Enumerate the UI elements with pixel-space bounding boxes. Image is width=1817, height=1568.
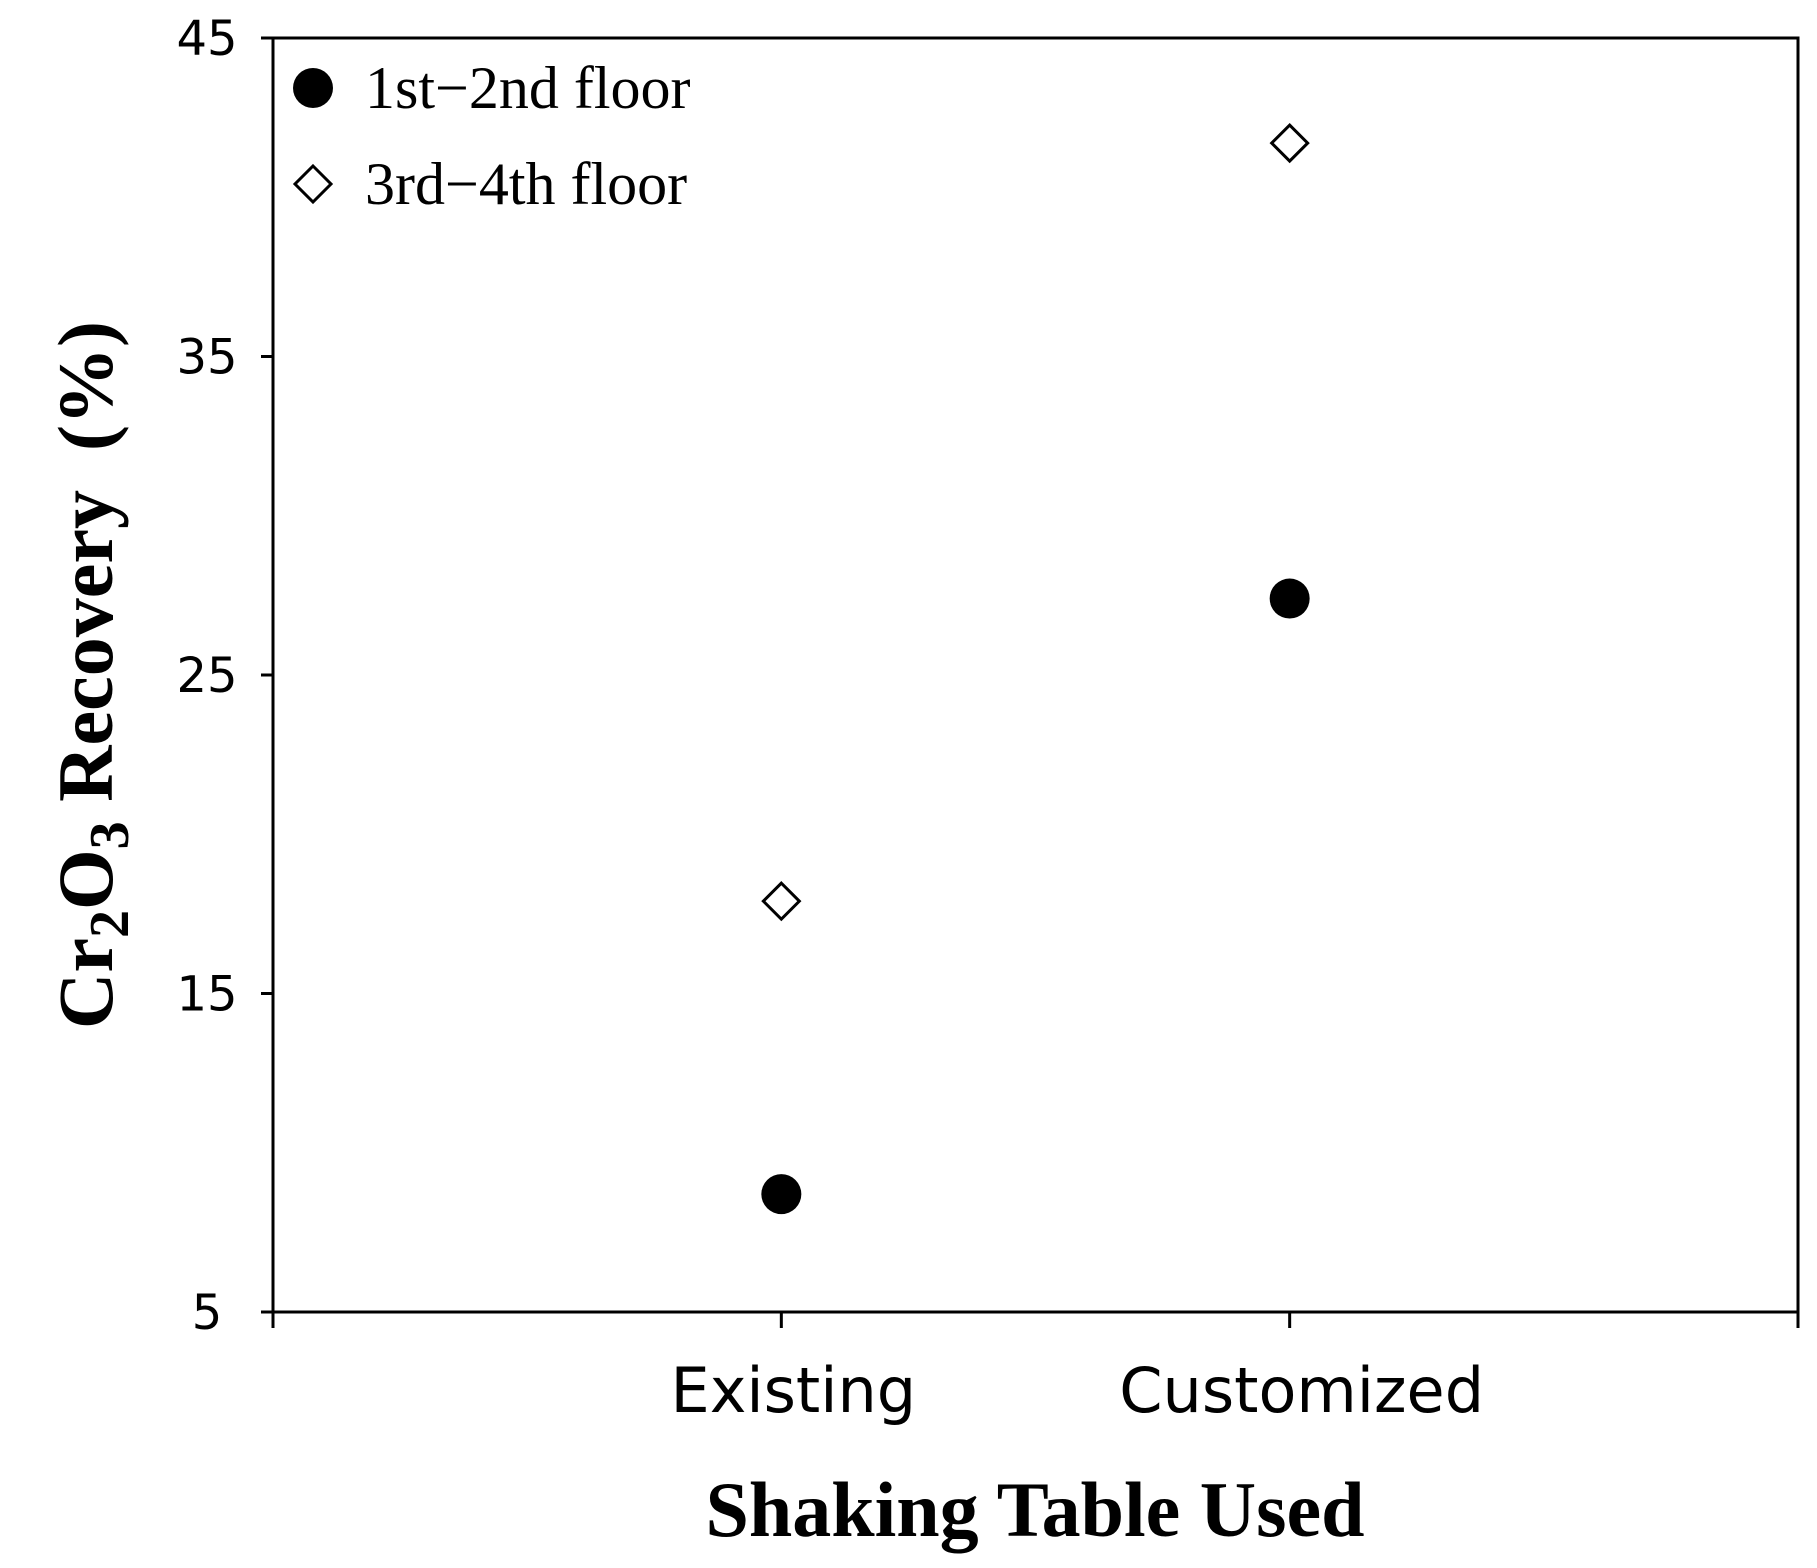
legend: 1st−2nd floor 3rd−4th floor (292, 55, 691, 217)
legend-label-series-2: 3rd−4th floor (365, 151, 687, 217)
y-axis-title-mid: O (42, 849, 129, 910)
y-tick-label: 15 (176, 967, 237, 1023)
y-tick-label: 25 (176, 648, 237, 704)
y-tick-label: 5 (192, 1285, 223, 1341)
plot-frame (271, 36, 1800, 1314)
x-axis-title: Shaking Table Used (705, 1466, 1364, 1553)
legend-marker-series-2 (292, 163, 334, 205)
y-axis-title: Cr2O3 Recovery (%) (42, 321, 141, 1029)
y-axis-ticks: 5 15 25 35 45 (176, 11, 273, 1341)
data-point-series-1 (761, 1174, 802, 1215)
data-points (761, 122, 1310, 1215)
data-point-series-2 (761, 881, 802, 922)
x-axis-ticks: Existing Customized (271, 1312, 1800, 1427)
y-axis-title-prefix: Cr (42, 938, 129, 1029)
y-tick-label: 45 (176, 11, 237, 67)
x-category-label: Existing (671, 1354, 917, 1427)
y-axis-title-subscript-2: 2 (79, 910, 141, 938)
data-point-series-2 (1269, 122, 1310, 164)
y-axis-title-suffix: Recovery (%) (42, 321, 129, 821)
y-axis-title-subscript-3: 3 (79, 821, 141, 849)
data-point-series-1 (1269, 578, 1310, 619)
legend-marker-series-1 (293, 68, 333, 108)
y-tick-label: 35 (176, 330, 237, 386)
legend-label-series-1: 1st−2nd floor (365, 55, 691, 121)
x-category-label: Customized (1119, 1354, 1484, 1427)
